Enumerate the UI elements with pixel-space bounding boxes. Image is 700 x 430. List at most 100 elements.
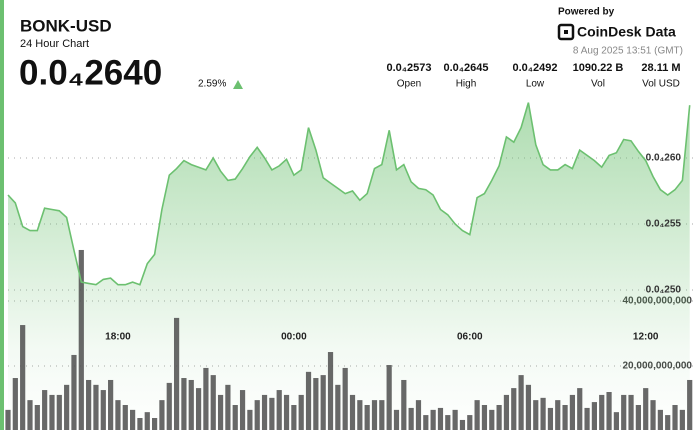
volume-bar (415, 400, 422, 430)
volume-bar (547, 407, 554, 430)
volume-bar (665, 415, 671, 430)
volume-bar (71, 354, 77, 430)
volume-bar (56, 394, 62, 430)
volume-bar (144, 412, 150, 430)
accent-bar (0, 0, 4, 430)
volume-bar (276, 390, 282, 430)
volume-bar (78, 249, 84, 430)
stat-label: High (456, 79, 477, 90)
x-tick-label: 12:00 (633, 332, 659, 343)
brand: CoinDesk Data (577, 24, 676, 40)
volume-bar (349, 394, 356, 430)
volume-bar (152, 418, 158, 430)
volume-bar (5, 409, 11, 430)
volume-bar (335, 384, 341, 430)
volume-bar (108, 379, 114, 430)
volume-bar (569, 394, 576, 430)
volume-bar (203, 367, 209, 430)
volume-bar (93, 384, 99, 430)
volume-bar (525, 384, 532, 430)
volume-bar (217, 394, 224, 430)
volume-bar (239, 390, 246, 430)
x-tick-label: 06:00 (457, 332, 483, 343)
volume-bar (518, 375, 524, 430)
volume-bar (313, 378, 319, 430)
volume-bar (687, 379, 693, 430)
volume-bar (27, 400, 33, 430)
volume-bar (130, 409, 136, 430)
volume-bar (283, 394, 290, 430)
volume-bar (34, 405, 40, 430)
volume-bar (657, 409, 663, 430)
stat-label: Low (526, 79, 545, 90)
stat-value: 28.11 M (641, 62, 680, 74)
y-tick-label: 0.0₄260 (646, 153, 682, 164)
volume-bar (261, 394, 268, 430)
price: 0.0₄2640 (19, 53, 162, 92)
volume-bar (357, 400, 363, 430)
volume-bar (159, 400, 165, 430)
volume-bar (423, 415, 429, 430)
stat-label: Vol (591, 79, 605, 90)
volume-bar (232, 405, 238, 430)
volume-bar (452, 409, 458, 430)
y-tick-label: 0.0₄250 (646, 285, 682, 296)
stat-label: Open (397, 79, 421, 90)
volume-bar (100, 390, 106, 430)
volume-bar (86, 379, 92, 430)
volume-bar (371, 400, 378, 430)
volume-bar (122, 405, 128, 430)
volume-bar (635, 405, 641, 430)
volume-bar (188, 379, 194, 430)
volume-bar (474, 400, 480, 430)
volume-bar (540, 397, 546, 430)
volume-bar (401, 379, 407, 430)
stat-value: 0.0₄2573 (386, 62, 431, 74)
volume-bar (621, 394, 627, 430)
volume-bar (269, 397, 275, 430)
stats: 0.0₄2573 Open 0.0₄2645 High 0.0₄2492 Low 1090.… (386, 62, 680, 90)
volume-bar (291, 405, 297, 430)
volume-bar (584, 407, 590, 430)
volume-bar (459, 419, 466, 430)
volume-bar (12, 378, 18, 430)
volume-bar (496, 405, 502, 430)
timestamp: 8 Aug 2025 13:51 (GMT) (573, 46, 683, 57)
volume-bar (137, 418, 143, 430)
volume-bar (386, 365, 392, 430)
volume-bar (606, 392, 612, 430)
volume-bar (247, 409, 253, 430)
volume-bar (166, 382, 172, 430)
volume-bar (511, 388, 517, 430)
volume-bar (672, 405, 678, 430)
volume-bar (49, 394, 55, 430)
volume-bar (489, 409, 495, 430)
volume-bar (298, 394, 304, 430)
volume-bar (503, 394, 510, 430)
volume-bar (481, 405, 488, 430)
volume-bar (628, 394, 634, 430)
volume-bar (613, 412, 619, 430)
volume-bar (650, 400, 656, 430)
x-tick-label: 18:00 (105, 332, 131, 343)
volume-bar (467, 415, 473, 430)
change: 2.59% (198, 79, 226, 90)
volume-bar (115, 400, 121, 430)
volume-bar (342, 367, 348, 430)
volume-bar (533, 400, 539, 430)
volume-bar (643, 388, 649, 430)
volume-bar (327, 352, 334, 430)
stat-value: 1090.22 B (573, 62, 624, 74)
volume-bar (305, 371, 312, 430)
x-tick-label: 00:00 (281, 332, 307, 343)
volume-bar (577, 388, 583, 430)
volume-bar (591, 402, 597, 430)
plot: 40,000,000,00020,000,000,0000.0₄2600.0₄2… (5, 102, 696, 430)
volume-bar (320, 375, 326, 430)
volume-bar (225, 384, 231, 430)
volume-bar (437, 407, 444, 430)
volume-bar (20, 325, 26, 430)
volume-bar (254, 400, 260, 430)
volume-bar (599, 394, 605, 430)
